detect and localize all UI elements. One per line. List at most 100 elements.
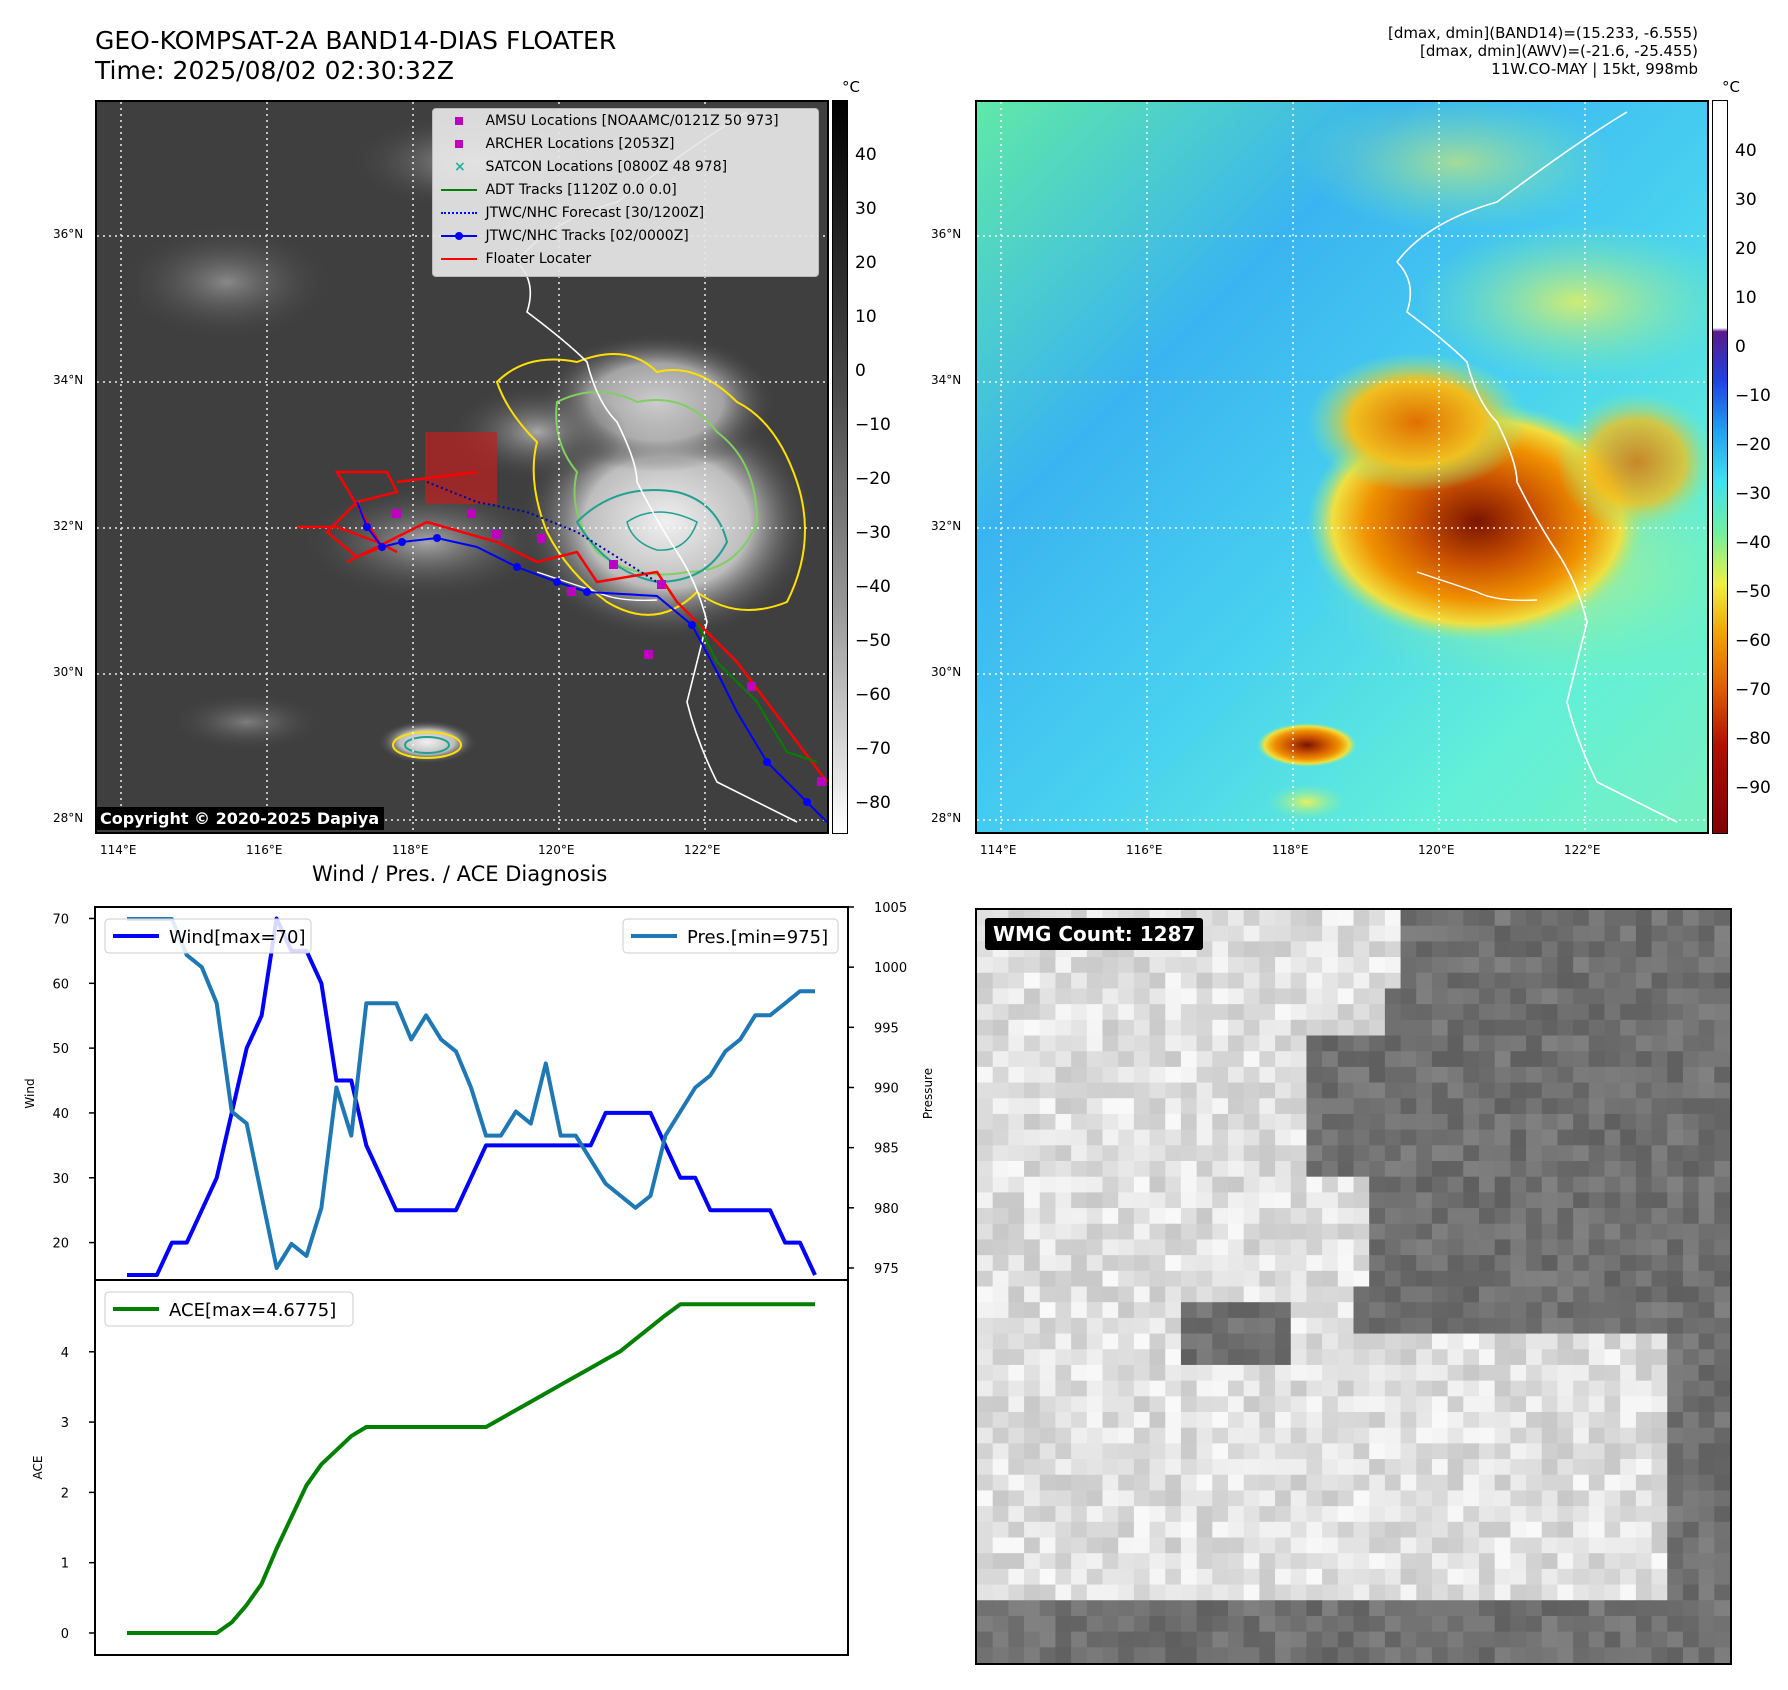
lat-label: 28°N (53, 811, 84, 825)
legend-item-floater: Floater Locater (437, 248, 591, 270)
pressure-tick-label: 990 (874, 1081, 899, 1096)
colorbar-tick: −10 (1735, 386, 1771, 406)
pressure-tick-label: 995 (874, 1021, 899, 1036)
legend-item-archer: ARCHER Locations [2053Z] (437, 133, 675, 155)
lon-label: 118°E (1272, 843, 1309, 857)
diagnosis-title: Wind / Pres. / ACE Diagnosis (312, 862, 608, 886)
ace-tick-label: 1 (61, 1557, 69, 1572)
wind-tick-label: 40 (52, 1107, 69, 1122)
awv-colorbar (1712, 100, 1728, 834)
lat-label: 30°N (931, 665, 962, 679)
ace-tick-label: 3 (61, 1416, 69, 1431)
ace-tick-label: 4 (61, 1346, 69, 1361)
colorbar-tick: 0 (1735, 337, 1746, 357)
colorbar-tick: −30 (1735, 484, 1771, 504)
pressure-tick-label: 985 (874, 1142, 899, 1157)
colorbar-unit: °C (1722, 78, 1740, 96)
pressure-series-line (127, 917, 815, 1270)
lon-label: 122°E (1564, 843, 1601, 857)
lat-label: 36°N (931, 227, 962, 241)
colorbar-tick: −70 (855, 739, 891, 759)
wind-tick-label: 60 (52, 977, 69, 992)
colorbar-tick: 40 (1735, 141, 1757, 161)
pressure-tick-label: 1005 (874, 901, 907, 916)
lon-label: 120°E (1418, 843, 1455, 857)
ir-colorbar (832, 100, 848, 834)
wind-tick-label: 20 (52, 1237, 69, 1252)
line-dot-swatch-icon (437, 225, 481, 247)
colorbar-tick: 40 (855, 145, 877, 165)
lon-label: 116°E (1126, 843, 1163, 857)
colorbar-tick: −80 (1735, 729, 1771, 749)
storm-info: 11W.CO-MAY | 15kt, 998mb (1491, 60, 1698, 78)
copyright-badge: Copyright © 2020-2025 Dapiya (95, 807, 385, 830)
stats-header: [dmax, dmin](BAND14)=(15.233, -6.555) [d… (1388, 24, 1698, 78)
figure-title: GEO-KOMPSAT-2A BAND14-DIAS FLOATER Time:… (95, 26, 616, 86)
legend-item-forecast: JTWC/NHC Forecast [30/1200Z] (437, 202, 704, 224)
ace-series-line (127, 1302, 815, 1635)
pressure-tick-label: 975 (874, 1262, 899, 1277)
colorbar-tick: 20 (1735, 239, 1757, 259)
ace-legend-box (104, 1291, 354, 1327)
lon-label: 122°E (684, 843, 721, 857)
colorbar-tick: −40 (855, 577, 891, 597)
colorbar-tick: 20 (855, 253, 877, 273)
legend-item-jtwc: JTWC/NHC Tracks [02/0000Z] (437, 225, 689, 247)
ace-axis-label: ACE (31, 1456, 45, 1480)
title-line-2: Time: 2025/08/02 02:30:32Z (95, 56, 454, 85)
colorbar-tick: −60 (1735, 631, 1771, 651)
dotted-line-swatch-icon (437, 202, 481, 224)
colorbar-tick: 30 (1735, 190, 1757, 210)
lat-label: 36°N (53, 227, 84, 241)
pressure-legend-label: Pres.[min=975] (687, 927, 828, 948)
lon-label: 114°E (100, 843, 137, 857)
lat-label: 30°N (53, 665, 84, 679)
x-marker-icon: × (454, 159, 466, 175)
colorbar-tick: −40 (1735, 533, 1771, 553)
colorbar-tick: −10 (855, 415, 891, 435)
ace-tick-label: 2 (61, 1486, 69, 1501)
pressure-axis-label: Pressure (921, 1068, 935, 1119)
colorbar-tick: −50 (855, 631, 891, 651)
pressure-tick-label: 1000 (874, 961, 907, 976)
colorbar-tick: −90 (1735, 778, 1771, 798)
lat-label: 32°N (931, 519, 962, 533)
pressure-tick-label: 980 (874, 1202, 899, 1217)
colorbar-tick: 30 (855, 199, 877, 219)
wmg-image (977, 910, 1730, 1663)
stats-band14: [dmax, dmin](BAND14)=(15.233, -6.555) (1387, 24, 1698, 42)
pressure-legend-box (622, 918, 839, 954)
colorbar-tick: −20 (1735, 435, 1771, 455)
wmg-pixel-grid (977, 910, 1730, 1663)
legend-item-adt: ADT Tracks [1120Z 0.0 0.0] (437, 179, 677, 201)
colorbar-tick: −60 (855, 685, 891, 705)
square-marker-icon (437, 133, 481, 155)
diagnosis-chart: 20 30 40 50 60 70 975 980 985 990 995 1000 1005 Wind P… (23, 901, 935, 1656)
colorbar-tick: 10 (855, 307, 877, 327)
line-swatch-icon (437, 179, 481, 201)
lat-label: 34°N (931, 373, 962, 387)
colorbar-tick: −50 (1735, 582, 1771, 602)
lat-label: 28°N (931, 811, 962, 825)
wind-tick-label: 50 (52, 1042, 69, 1057)
wind-tick-label: 70 (52, 912, 69, 927)
lon-label: 118°E (392, 843, 429, 857)
awv-map-image (977, 102, 1707, 832)
ace-legend-label: ACE[max=4.6775] (169, 1300, 336, 1321)
line-swatch-icon (437, 248, 481, 270)
wmg-count-badge: WMG Count: 1287 (985, 918, 1204, 950)
title-line-1: GEO-KOMPSAT-2A BAND14-DIAS FLOATER (95, 26, 617, 55)
legend-item-amsu: AMSU Locations [NOAAMC/0121Z 50 973] (437, 110, 779, 132)
lon-label: 120°E (538, 843, 575, 857)
map-legend: AMSU Locations [NOAAMC/0121Z 50 973] ARC… (432, 108, 819, 277)
colorbar-tick: −70 (1735, 680, 1771, 700)
legend-item-satcon: × SATCON Locations [0800Z 48 978] (437, 156, 727, 178)
ace-frame (94, 1279, 849, 1656)
wind-axis-label: Wind (23, 1078, 37, 1108)
wind-tick-label: 30 (52, 1172, 69, 1187)
colorbar-unit: °C (842, 78, 860, 96)
colorbar-tick: −30 (855, 523, 891, 543)
wmg-panel (975, 908, 1732, 1665)
lon-label: 116°E (246, 843, 283, 857)
square-marker-icon (437, 110, 481, 132)
